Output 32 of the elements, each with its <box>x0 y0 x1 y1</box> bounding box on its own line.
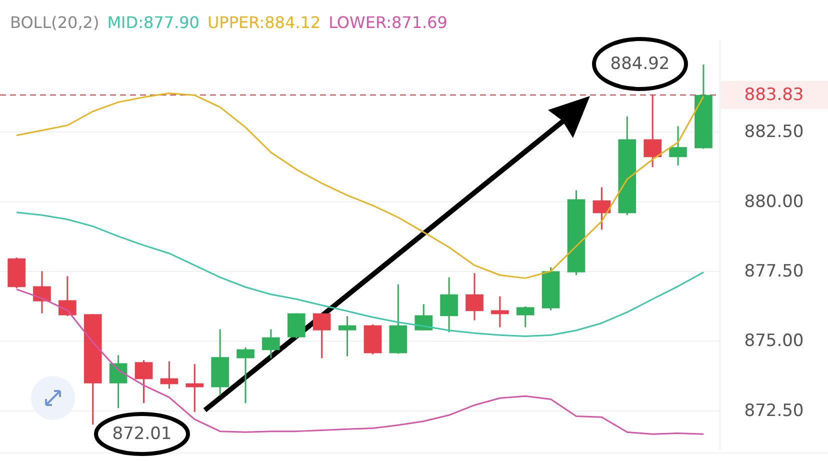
candlestick <box>414 303 433 332</box>
candlestick <box>592 186 611 230</box>
candlestick <box>33 270 51 314</box>
candlestick <box>160 360 178 390</box>
candlestick <box>236 346 254 404</box>
candlestick <box>58 275 76 317</box>
candlestick <box>491 296 509 328</box>
ref-line-label: 883.83 <box>744 84 804 105</box>
annotation: 884.92 <box>610 54 670 74</box>
candlestick <box>516 306 534 328</box>
candlestick <box>466 272 484 322</box>
candlestick <box>186 363 204 413</box>
annotation: 872.01 <box>112 424 172 444</box>
text: LOWER:871.69 <box>328 12 448 32</box>
y-tick-label: 872.50 <box>744 400 804 421</box>
line-series <box>16 92 704 279</box>
chart-title: BOLL(20,2) <box>10 12 100 32</box>
candlestick <box>338 315 356 358</box>
text: UPPER:884.12 <box>207 12 321 32</box>
candlestick <box>312 312 331 359</box>
y-tick-label: 880.00 <box>744 192 804 212</box>
line-series <box>16 212 704 337</box>
candlestick <box>669 125 687 166</box>
candlestick <box>262 328 280 359</box>
text: MID:877.90 <box>107 12 200 32</box>
candlestick <box>287 312 306 340</box>
candlestick <box>440 276 458 334</box>
candlestick <box>134 359 153 404</box>
candlestick <box>109 354 128 409</box>
y-tick-label: 875.00 <box>744 331 804 352</box>
y-tick-label: 882.50 <box>744 122 804 142</box>
y-tick-label: 877.50 <box>744 261 804 282</box>
